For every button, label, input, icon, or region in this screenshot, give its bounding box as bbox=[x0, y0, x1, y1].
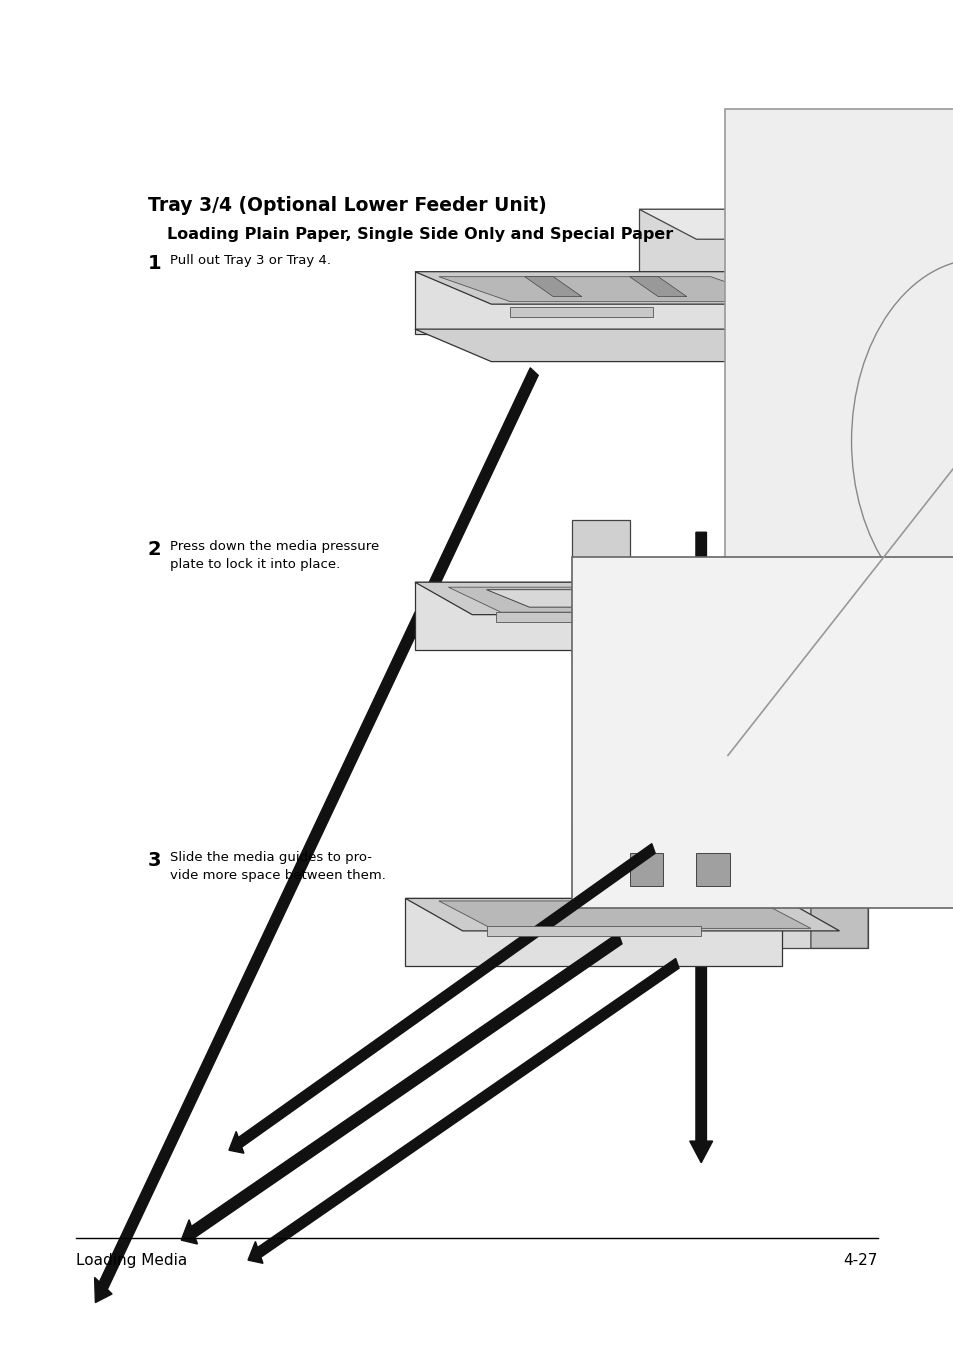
Text: Loading Plain Paper, Single Side Only and Special Paper: Loading Plain Paper, Single Side Only an… bbox=[167, 227, 673, 242]
Polygon shape bbox=[629, 853, 662, 886]
Text: Slide the media guides to pro-
vide more space between them.: Slide the media guides to pro- vide more… bbox=[170, 850, 385, 882]
FancyArrow shape bbox=[689, 532, 712, 1162]
FancyArrow shape bbox=[94, 367, 537, 1303]
Text: 4-27: 4-27 bbox=[842, 1253, 877, 1268]
FancyArrow shape bbox=[248, 958, 679, 1264]
Text: 2: 2 bbox=[148, 540, 161, 559]
FancyArrow shape bbox=[181, 933, 621, 1243]
Polygon shape bbox=[510, 306, 653, 317]
Polygon shape bbox=[810, 209, 867, 347]
Polygon shape bbox=[415, 582, 839, 614]
Polygon shape bbox=[486, 926, 700, 936]
Polygon shape bbox=[639, 209, 867, 347]
Polygon shape bbox=[781, 520, 839, 682]
Text: Loading Media: Loading Media bbox=[76, 1253, 188, 1268]
Polygon shape bbox=[496, 612, 677, 622]
Text: 1: 1 bbox=[148, 254, 161, 273]
Polygon shape bbox=[415, 271, 734, 333]
Polygon shape bbox=[629, 277, 686, 297]
Bar bbox=[724, 109, 953, 760]
Polygon shape bbox=[405, 899, 781, 965]
Polygon shape bbox=[734, 271, 810, 367]
Text: Pull out Tray 3 or Tray 4.: Pull out Tray 3 or Tray 4. bbox=[170, 254, 331, 267]
Polygon shape bbox=[415, 271, 810, 304]
Polygon shape bbox=[405, 899, 839, 931]
Polygon shape bbox=[415, 582, 781, 649]
Text: Press down the media pressure
plate to lock it into place.: Press down the media pressure plate to l… bbox=[170, 540, 378, 571]
Polygon shape bbox=[810, 824, 867, 948]
Polygon shape bbox=[572, 520, 629, 664]
Polygon shape bbox=[639, 271, 810, 304]
Text: Tray 3/4 (Optional Lower Feeder Unit): Tray 3/4 (Optional Lower Feeder Unit) bbox=[148, 196, 546, 215]
Bar bbox=[572, 556, 953, 909]
Polygon shape bbox=[572, 824, 867, 948]
Polygon shape bbox=[486, 590, 743, 608]
Polygon shape bbox=[438, 277, 781, 301]
Text: 3: 3 bbox=[148, 850, 161, 869]
Polygon shape bbox=[448, 587, 805, 612]
Polygon shape bbox=[524, 277, 581, 297]
Polygon shape bbox=[415, 329, 810, 362]
Polygon shape bbox=[696, 853, 729, 886]
FancyArrow shape bbox=[229, 844, 655, 1153]
Polygon shape bbox=[438, 900, 810, 929]
Polygon shape bbox=[639, 209, 867, 239]
